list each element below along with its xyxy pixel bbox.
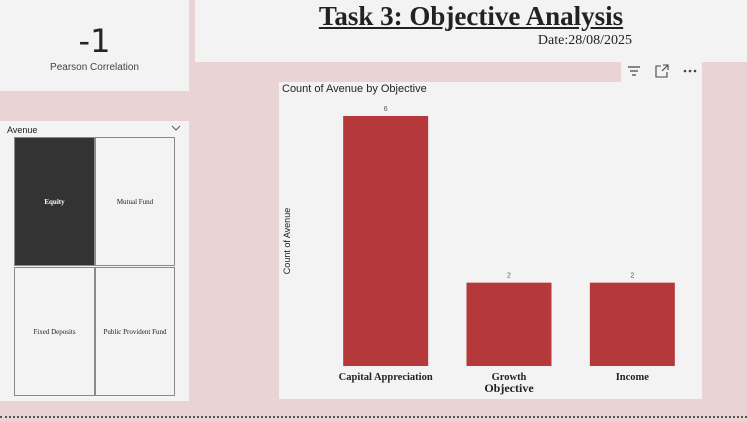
kpi-label: Pearson Correlation: [50, 62, 139, 73]
page-title: Task 3: Objective Analysis: [318, 1, 624, 31]
kpi-value: -1: [78, 22, 111, 60]
slicer-tile-label: Mutual Fund: [116, 197, 154, 206]
data-label: 2: [630, 273, 634, 280]
slicer-tile-label: Equity: [44, 197, 65, 206]
slicer-tile-mutual-fund[interactable]: Mutual Fund: [95, 137, 175, 266]
chevron-down-icon[interactable]: [171, 123, 181, 136]
avenue-slicer: Avenue Equity Mutual Fund Fixed Deposits…: [0, 121, 189, 401]
y-axis-title: Count of Avenue: [282, 208, 292, 274]
data-label: 6: [384, 106, 388, 113]
slicer-tile-label: Fixed Deposits: [33, 327, 76, 336]
more-options-icon[interactable]: [678, 60, 702, 82]
x-tick-label: Growth: [492, 372, 527, 383]
bar[interactable]: [466, 282, 552, 366]
focus-mode-icon[interactable]: [650, 60, 674, 82]
slicer-tile-fixed-deposits[interactable]: Fixed Deposits: [14, 267, 95, 396]
bar-chart-card[interactable]: Count of Avenue by Objective 6 Capital Ap…: [279, 82, 702, 399]
bar-chart: 6 Capital Appreciation 2 Growth 2 Income Objec…: [282, 106, 675, 395]
kpi-card: -1 Pearson Correlation: [0, 0, 189, 91]
title-card: Task 3: Objective Analysis Date:28/08/20…: [195, 0, 747, 62]
data-label: 2: [507, 273, 511, 280]
filter-icon[interactable]: [622, 60, 646, 82]
visual-header: [621, 60, 702, 82]
slicer-tile-label: Public Provident Fund: [103, 327, 167, 336]
x-tick-label: Income: [616, 372, 650, 383]
slicer-tile-public-provident-fund[interactable]: Public Provident Fund: [95, 267, 175, 396]
bar[interactable]: [343, 116, 429, 366]
chart-title: Count of Avenue by Objective: [282, 83, 427, 95]
slicer-title: Avenue: [7, 125, 38, 135]
page-divider: [0, 416, 747, 418]
bar[interactable]: [589, 282, 675, 366]
report-date: Date:28/08/2025: [537, 33, 632, 48]
x-axis-title: Objective: [484, 381, 534, 395]
slicer-tile-equity[interactable]: Equity: [14, 137, 95, 266]
x-tick-label: Capital Appreciation: [339, 372, 433, 383]
